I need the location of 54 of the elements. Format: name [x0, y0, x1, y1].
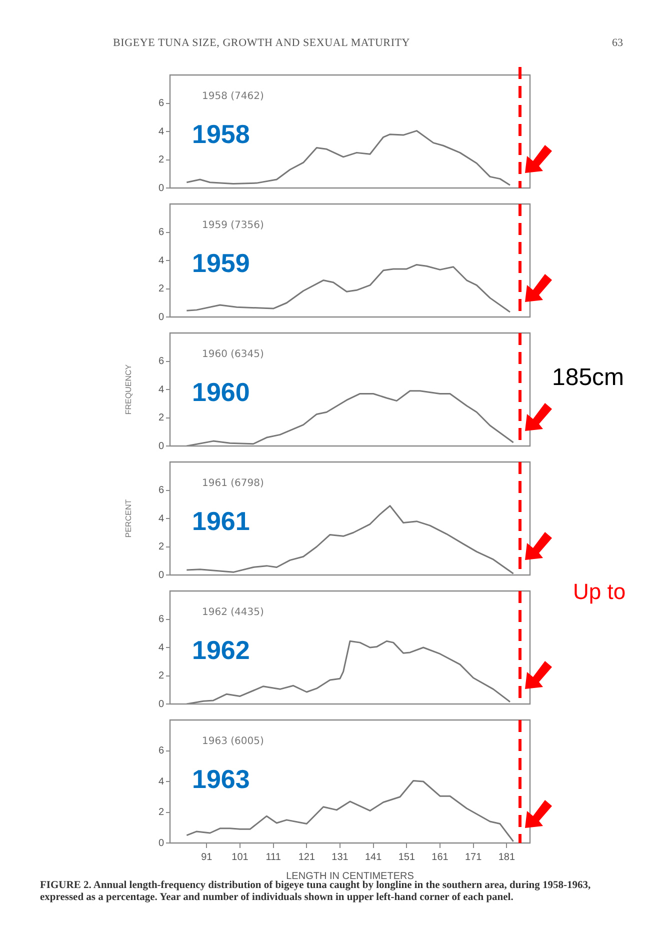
annotation: 1962 (4435) — [202, 607, 264, 618]
annotation: 1961 (6798) — [202, 478, 264, 489]
x-tick-label: 181 — [498, 852, 516, 863]
x-tick-label: 161 — [432, 852, 449, 863]
y-tick-label: 0 — [158, 570, 164, 581]
y-tick-label: 0 — [158, 312, 164, 323]
y-tick-label: 4 — [158, 255, 164, 266]
y-axis-title: PERCENT — [124, 499, 134, 538]
annotation: 1960 (6345) — [202, 349, 264, 360]
ref-line-label: 185cm — [552, 364, 624, 391]
y-tick-label: 4 — [158, 126, 164, 138]
y-tick-label: 2 — [158, 670, 164, 682]
text: 63 — [612, 37, 623, 49]
annotation: 1958 (7462) — [202, 91, 264, 102]
y-tick-label: 2 — [158, 284, 164, 294]
annotation: 1961 — [192, 506, 250, 536]
x-tick-label: 111 — [266, 852, 282, 863]
y-tick-label: 0 — [158, 698, 164, 710]
y-tick-label: 6 — [158, 227, 164, 238]
annotation: 1958 — [192, 119, 250, 149]
y-tick-label: 4 — [158, 384, 164, 396]
y-tick-label: 2 — [158, 412, 164, 424]
chart-title: BIGEYE TUNA SIZE, GROWTH AND SEXUAL MATURITY — [113, 37, 410, 49]
y-tick-label: 2 — [158, 542, 164, 552]
y-tick-label: 6 — [158, 485, 164, 496]
y-tick-label: 0 — [158, 440, 164, 452]
y-tick-label: 6 — [158, 356, 164, 367]
y-tick-label: 4 — [158, 513, 164, 524]
annotation: 1960 — [192, 377, 250, 407]
y-tick-label: 6 — [158, 98, 164, 109]
y-tick-label: 0 — [158, 182, 164, 194]
y-tick-label: 2 — [158, 154, 164, 166]
y-tick-label: 6 — [158, 746, 164, 756]
caption: FIGURE 2. Annual length-frequency distribution of bigeye tuna caught by longline in the southern area, during 1958-1963, expressed as a percentage. Year and number of individuals shown in upper left-hand corner of each panel. — [40, 880, 592, 904]
annotation: 1962 — [192, 635, 250, 665]
x-tick-label: 101 — [232, 852, 249, 863]
y-axis-title: FREQUENCY — [124, 364, 134, 415]
annotation: 1963 (6005) — [202, 736, 264, 747]
y-tick-label: 4 — [158, 642, 164, 654]
text: Up to — [573, 579, 626, 605]
x-tick-label: 151 — [398, 852, 416, 863]
x-tick-label: 121 — [298, 852, 316, 863]
annotation: 1959 — [192, 248, 250, 278]
annotation: 1959 (7356) — [202, 220, 264, 231]
y-tick-label: 4 — [158, 776, 164, 788]
y-tick-label: 6 — [158, 614, 164, 625]
x-tick-label: 171 — [464, 852, 482, 863]
x-axis-title: LENGTH IN CENTIMETERS — [286, 870, 414, 882]
x-tick-label: 91 — [201, 852, 213, 863]
x-tick-label: 141 — [364, 852, 382, 863]
y-tick-label: 2 — [158, 807, 164, 818]
annotation: 1963 — [192, 764, 250, 794]
y-tick-label: 0 — [158, 838, 164, 849]
x-tick-label: 131 — [332, 852, 349, 863]
